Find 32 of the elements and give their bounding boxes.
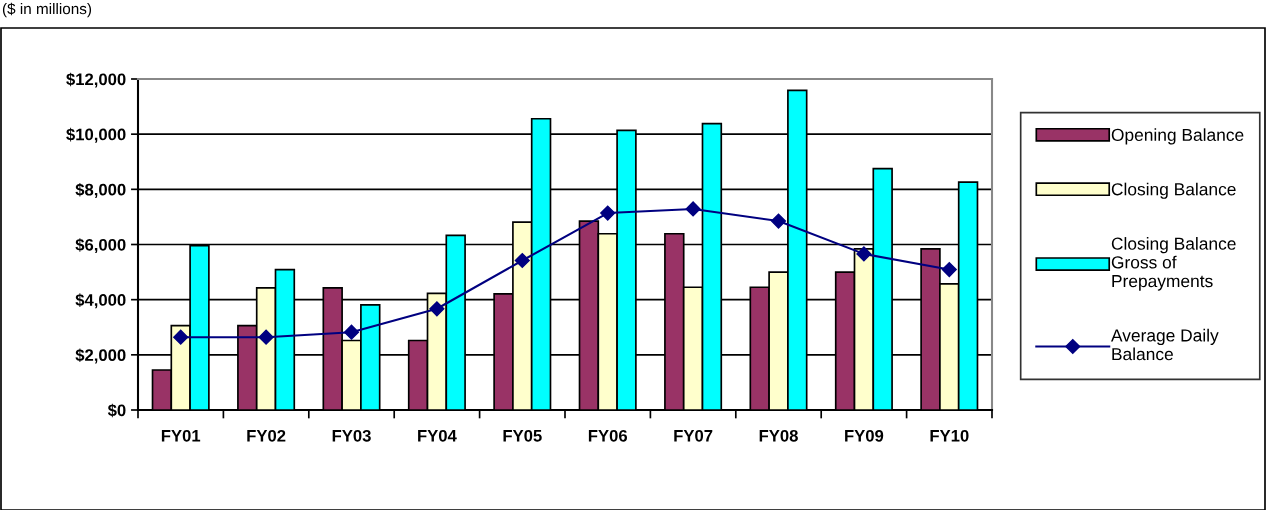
point bbox=[429, 301, 445, 317]
x-tick-label: FY10 bbox=[930, 429, 969, 442]
point bbox=[343, 324, 360, 340]
legend-label: Average Daily Balance bbox=[1110, 328, 1219, 361]
point bbox=[258, 329, 274, 345]
legend-label: Closing Balance Gross of Prepayments bbox=[1111, 237, 1236, 291]
y-tick-label: $6,000 bbox=[75, 238, 126, 254]
x-tick-label: FY03 bbox=[332, 429, 371, 442]
point bbox=[685, 201, 701, 217]
y-tick-label: $0 bbox=[107, 403, 126, 418]
y-tick-label: $12,000 bbox=[66, 72, 126, 88]
x-tick-label: FY06 bbox=[588, 429, 628, 442]
point bbox=[770, 213, 787, 229]
point bbox=[600, 205, 616, 221]
x-tick-label: FY09 bbox=[845, 429, 884, 442]
x-tick-label: FY02 bbox=[247, 429, 286, 442]
point bbox=[514, 252, 530, 269]
y-tick-label: $4,000 bbox=[75, 293, 126, 309]
y-tick-label: $10,000 bbox=[66, 127, 126, 143]
point bbox=[941, 262, 957, 278]
x-tick-label: FY01 bbox=[161, 429, 201, 442]
y-tick-label: $2,000 bbox=[75, 348, 126, 364]
x-tick-label: FY04 bbox=[418, 429, 457, 442]
x-tick-label: FY05 bbox=[503, 429, 542, 442]
x-tick-label: FY07 bbox=[674, 429, 713, 442]
y-tick-label: $8,000 bbox=[75, 183, 126, 198]
x-tick-label: FY08 bbox=[759, 429, 798, 442]
point bbox=[856, 246, 872, 262]
legend-label: Opening Balance bbox=[1111, 128, 1244, 145]
text: ($ in millions) bbox=[2, 2, 92, 18]
legend-label: Closing Balance bbox=[1111, 182, 1236, 199]
point bbox=[173, 329, 189, 345]
